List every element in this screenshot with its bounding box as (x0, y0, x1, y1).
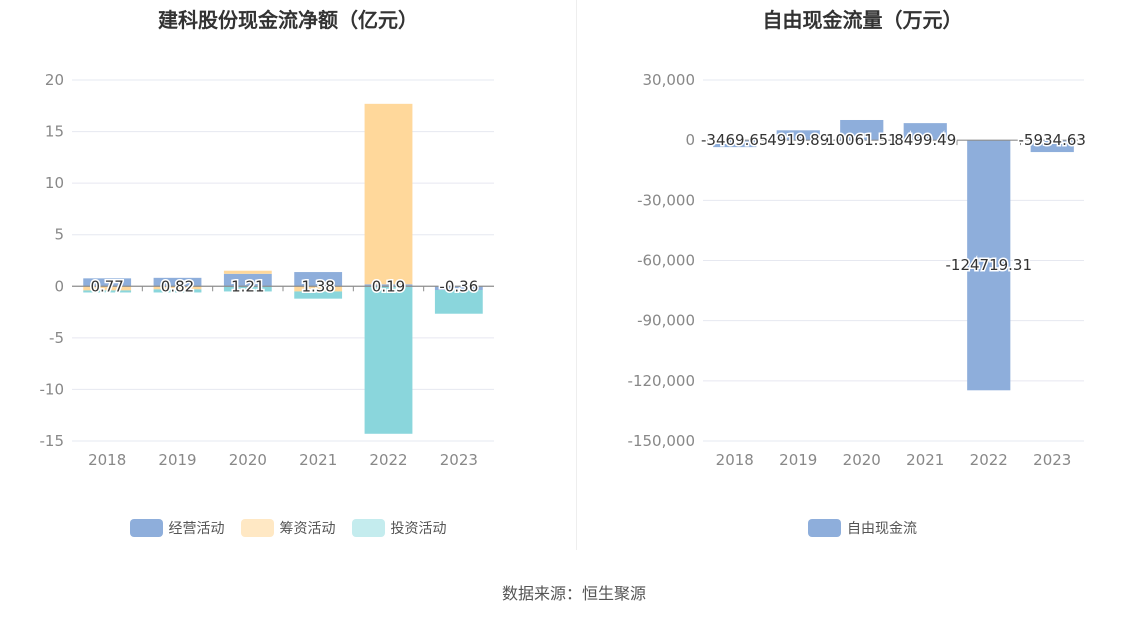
y-tick-label: 20 (45, 71, 64, 89)
data-label: 1.38 (301, 277, 334, 295)
chart-legend: 自由现金流 (577, 518, 1148, 538)
bar-自由现金流 (903, 123, 947, 141)
bar-经营活动 (434, 286, 483, 290)
y-tick-label: 5 (54, 226, 64, 244)
bar-投资活动 (153, 289, 202, 293)
bar-投资活动 (434, 289, 483, 314)
data-label: 8499.49 (894, 131, 956, 149)
bar-筹资活动 (294, 286, 343, 292)
y-tick-label: 15 (45, 123, 64, 141)
bar-经营活动 (83, 278, 132, 287)
legend-item-investing[interactable]: 投资活动 (351, 518, 447, 538)
x-tick-label: 2020 (229, 451, 267, 469)
bar-经营活动 (364, 284, 413, 287)
data-label: 1.21 (231, 277, 264, 295)
y-tick-label: -15 (40, 432, 65, 450)
data-label: 4919.89 (767, 131, 829, 149)
y-tick-label: -120,000 (628, 372, 695, 390)
bar-自由现金流 (713, 140, 757, 148)
free-cash-flow-chart: 30,000 0 -30,000 -60,000 -90,000 -120,000 -150… (628, 71, 1088, 469)
y-tick-label: -90,000 (637, 312, 695, 330)
free-cash-flow-chart-panel: 自由现金流量（万元） 30,000 0 -30,000 -60,000 -90,000 -… (577, 0, 1148, 560)
legend-label-investing: 投资活动 (390, 521, 447, 537)
chart-title: 自由现金流量（万元） (762, 8, 963, 32)
legend-label-operating: 经营活动 (168, 521, 225, 537)
x-tick-label: 2019 (779, 451, 817, 469)
data-label: -3469.65 (701, 131, 768, 149)
legend-label-financing: 筹资活动 (279, 521, 336, 537)
legend-swatch-financing (240, 519, 274, 537)
bar-自由现金流 (840, 119, 884, 141)
data-source: 数据来源：恒生聚源 (501, 584, 646, 603)
bar-投资活动 (364, 286, 413, 434)
legend-label-free-cash-flow: 自由现金流 (847, 521, 917, 537)
x-tick-label: 2021 (906, 451, 944, 469)
x-tick-label: 2023 (440, 451, 478, 469)
y-tick-label: 0 (54, 277, 64, 295)
bar-筹资活动 (223, 270, 272, 274)
y-tick-label: 0 (685, 131, 695, 149)
x-tick-label: 2022 (369, 451, 407, 469)
x-tick-label: 2019 (158, 451, 196, 469)
legend-swatch-investing (351, 519, 385, 537)
data-label: -5934.63 (1019, 131, 1086, 149)
chart-title: 建科股份现金流净额（亿元） (158, 8, 418, 32)
x-tick-label: 2020 (843, 451, 881, 469)
bar-经营活动 (294, 272, 343, 287)
x-tick-label: 2018 (716, 451, 754, 469)
x-tick-label: 2018 (88, 451, 126, 469)
panel-divider (576, 0, 577, 550)
bar-筹资活动 (83, 286, 132, 291)
y-tick-label: -10 (40, 380, 65, 398)
x-tick-label: 2021 (299, 451, 337, 469)
bar-投资活动 (83, 290, 132, 293)
chart-legend: 经营活动 筹资活动 投资活动 (0, 518, 576, 538)
legend-swatch-operating (129, 519, 163, 537)
y-tick-label: -30,000 (637, 191, 695, 209)
x-tick-label: 2022 (970, 451, 1008, 469)
bar-自由现金流 (776, 130, 820, 141)
legend-item-operating[interactable]: 经营活动 (129, 518, 225, 538)
cash-flow-net-chart-panel: 建科股份现金流净额（亿元） 20 15 10 5 0 -5 -10 -15 2018 2019 20… (0, 0, 576, 560)
legend-item-financing[interactable]: 筹资活动 (240, 518, 336, 538)
data-label: 0.82 (161, 277, 194, 295)
legend-item-free-cash-flow[interactable]: 自由现金流 (808, 518, 917, 538)
bar-投资活动 (223, 286, 272, 292)
y-tick-label: -5 (49, 329, 64, 347)
bar-经营活动 (153, 277, 202, 287)
bar-经营活动 (223, 273, 272, 287)
bar-自由现金流 (1030, 140, 1074, 153)
y-tick-label: -150,000 (628, 432, 695, 450)
legend-swatch-free-cash-flow (808, 519, 841, 537)
data-label: -0.36 (439, 277, 478, 295)
y-tick-label: 10 (45, 174, 64, 192)
bar-筹资活动 (153, 286, 202, 290)
data-label: 10061.51 (826, 131, 898, 149)
bar-投资活动 (294, 291, 343, 299)
x-tick-label: 2023 (1033, 451, 1071, 469)
bar-筹资活动 (364, 103, 413, 285)
data-label: 0.77 (90, 277, 123, 295)
cash-flow-net-chart: 20 15 10 5 0 -5 -10 -15 2018 2019 2020 2021 2022 2023… (40, 71, 494, 469)
bar-自由现金流 (967, 140, 1011, 391)
y-tick-label: -60,000 (637, 252, 695, 270)
data-label: 0.19 (372, 277, 405, 295)
y-tick-label: 30,000 (643, 71, 696, 89)
data-label: -124719.31 (945, 256, 1032, 274)
